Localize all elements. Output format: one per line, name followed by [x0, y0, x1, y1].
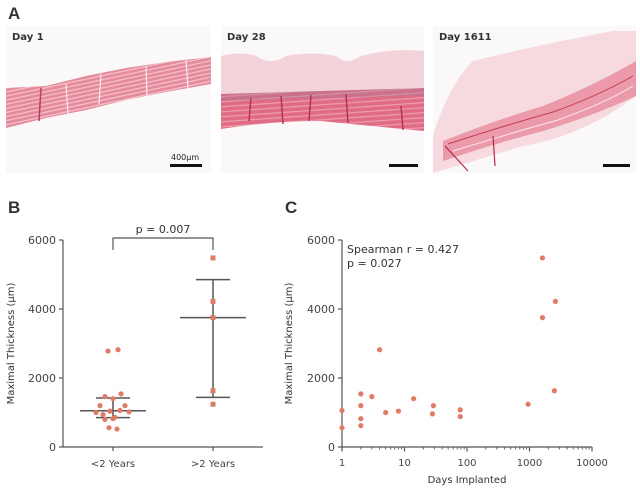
data-point: [551, 388, 557, 394]
y-tick-label: 0: [49, 441, 56, 454]
histology-image-day-1611: Day 1611: [433, 26, 636, 173]
chart-c-scatter: 0 2000 4000 6000 1 10 100 1000 10000 Maximal Th…: [284, 234, 608, 486]
panel-c-label: C: [285, 198, 298, 217]
y-tick-label: 4000: [307, 303, 335, 316]
spearman-annotation: Spearman r = 0.427: [347, 243, 459, 256]
data-point: [107, 408, 113, 414]
p-value-annotation: p = 0.007: [136, 223, 191, 236]
scale-bar-label: 400μm: [171, 153, 200, 162]
data-point: [210, 388, 216, 394]
data-point: [358, 416, 364, 422]
data-point: [115, 347, 121, 353]
data-point: [126, 409, 132, 415]
data-point: [430, 403, 436, 409]
x-tick-label: 1: [339, 458, 345, 469]
data-point: [118, 391, 124, 397]
data-point: [339, 425, 345, 431]
data-point: [210, 298, 216, 304]
x-tick-label: 1000: [517, 458, 542, 469]
y-tick-label: 0: [328, 441, 335, 454]
data-point: [358, 391, 364, 397]
y-tick-label: 6000: [307, 234, 335, 247]
x-axis-label: Days Implanted: [428, 475, 507, 486]
x-tick-label: 10000: [576, 458, 608, 469]
histology-image-day-1: Day 1 400μm: [6, 26, 211, 173]
image-title: Day 28: [227, 32, 266, 43]
data-point: [105, 348, 111, 354]
tissue-section-day-1611: [433, 31, 636, 173]
data-point: [457, 407, 463, 413]
data-point: [552, 298, 559, 305]
data-point: [210, 315, 216, 321]
data-point: [106, 425, 112, 431]
data-point: [97, 403, 103, 409]
image-title: Day 1611: [439, 32, 492, 43]
data-point: [110, 396, 116, 402]
scale-bar: [389, 164, 418, 167]
data-point: [411, 396, 417, 402]
y-tick-label: 4000: [28, 303, 56, 316]
p-value-annotation: p = 0.027: [347, 257, 402, 270]
data-point: [539, 315, 546, 321]
data-point: [100, 411, 106, 418]
data-point: [377, 347, 383, 353]
data-point: [525, 401, 531, 407]
image-title: Day 1: [12, 32, 44, 43]
data-point: [102, 394, 108, 400]
y-axis-label: Maximal Thickness (μm): [284, 283, 295, 405]
data-point: [383, 409, 389, 416]
data-point: [369, 394, 375, 400]
data-point: [117, 407, 123, 414]
x-tick-label: <2 Years: [91, 459, 135, 470]
data-point: [358, 403, 364, 409]
data-point: [539, 255, 546, 261]
data-point: [457, 414, 463, 420]
y-tick-label: 6000: [28, 234, 56, 247]
data-point: [210, 401, 216, 407]
data-point: [339, 407, 345, 414]
data-point: [114, 426, 120, 432]
x-tick-label: 100: [457, 458, 476, 469]
y-tick-label: 2000: [28, 372, 56, 385]
histology-image-day-28: Day 28: [221, 26, 424, 173]
data-point: [429, 411, 436, 417]
x-tick-label: >2 Years: [191, 459, 235, 470]
data-point: [395, 408, 402, 414]
tissue-section-day-28: [221, 50, 424, 131]
tissue-section-day-1: [6, 57, 211, 128]
data-point: [110, 416, 116, 422]
data-point: [122, 403, 128, 409]
panel-b-label: B: [8, 198, 21, 217]
y-axis-label: Maximal Thickness (μm): [6, 283, 17, 405]
significance-bracket: [112, 237, 214, 250]
y-tick-label: 2000: [307, 372, 335, 385]
data-point: [102, 416, 108, 422]
chart-b-dot-plot: 0 2000 4000 6000 <2 Years >2 Years Maximal T…: [6, 223, 263, 470]
data-point: [210, 255, 216, 261]
x-tick-label: 10: [398, 458, 411, 469]
scale-bar: [170, 164, 202, 167]
panel-a-label: A: [8, 4, 21, 23]
data-point: [358, 423, 364, 429]
scale-bar: [603, 164, 630, 167]
data-point: [93, 409, 99, 416]
